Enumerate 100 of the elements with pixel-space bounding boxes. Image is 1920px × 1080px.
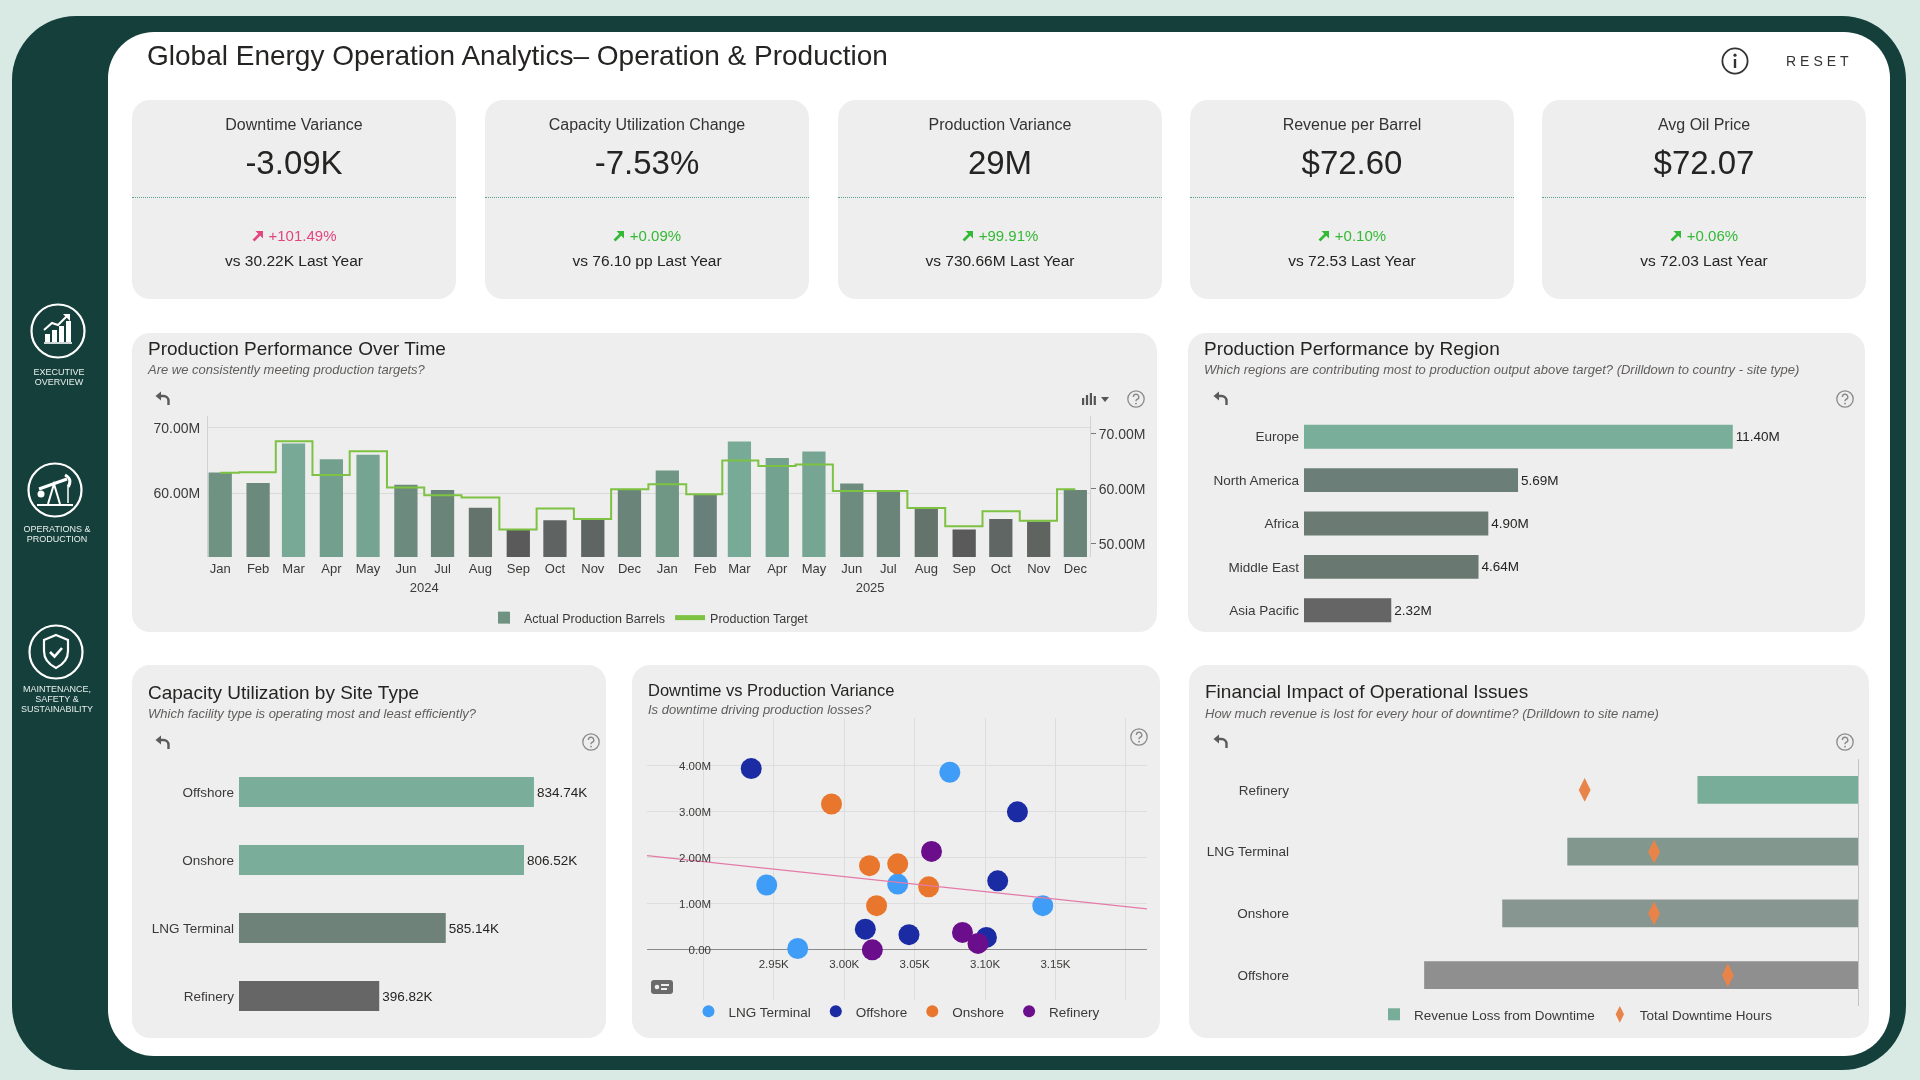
text: +99.91% bbox=[978, 227, 1039, 245]
y2-tick-label: 50.00M bbox=[1098, 535, 1146, 552]
data-label: 4.64M bbox=[1481, 559, 1520, 575]
point bbox=[1006, 801, 1028, 823]
y-tick-label: Middle East bbox=[1228, 559, 1300, 575]
data-label: 806.52K bbox=[526, 852, 578, 868]
x-tick-label: Sep bbox=[506, 561, 530, 576]
point bbox=[939, 761, 961, 783]
y-tick-label: Europe bbox=[1255, 429, 1299, 445]
bar bbox=[239, 981, 380, 1011]
text: Avg Oil Price bbox=[1656, 115, 1752, 135]
point bbox=[861, 939, 883, 961]
x-tick-label: May bbox=[355, 561, 381, 576]
y-tick-label: 3.00M bbox=[679, 805, 711, 818]
point bbox=[967, 932, 989, 954]
x-tick-label: Nov bbox=[581, 561, 605, 576]
x-tick-label: 3.10K bbox=[970, 958, 1001, 971]
chart-subtitle: Is downtime driving production losses? bbox=[648, 701, 872, 718]
legend-label: Revenue Loss from Downtime bbox=[1414, 1007, 1595, 1023]
y-tick-label: Onshore bbox=[1237, 906, 1289, 922]
point bbox=[918, 876, 940, 898]
point bbox=[887, 873, 909, 895]
chart-subtitle: How much revenue is lost for every hour of downtime? (Drilldown to site name) bbox=[1205, 705, 1659, 722]
point bbox=[740, 758, 762, 780]
text: vs 730.66M Last Year bbox=[924, 251, 1076, 270]
legend-label: Total Downtime Hours bbox=[1639, 1007, 1773, 1023]
legend-label: Actual Production Barrels bbox=[524, 611, 666, 626]
text: +0.10% bbox=[1334, 227, 1387, 245]
text: vs 30.22K Last Year bbox=[224, 251, 364, 270]
x2-tick-label: 2024 bbox=[409, 580, 439, 595]
x-tick-label: Aug bbox=[468, 561, 492, 576]
y-tick-label: Asia Pacific bbox=[1229, 603, 1300, 619]
data-label: 11.40M bbox=[1735, 429, 1780, 445]
x-tick-label: Feb bbox=[246, 561, 270, 576]
bar bbox=[239, 845, 524, 875]
x-tick-label: Jun bbox=[395, 561, 417, 576]
text: Global Energy Operation Analytics– Operation & Production bbox=[147, 39, 888, 73]
text: Downtime Variance bbox=[224, 115, 364, 135]
y-tick-label: 60.00M bbox=[153, 485, 201, 502]
bar bbox=[1304, 511, 1489, 536]
x-tick-label: Jun bbox=[841, 561, 863, 576]
text: 29M bbox=[966, 144, 1034, 182]
text: RESET bbox=[1786, 52, 1853, 70]
text: Production Variance bbox=[927, 115, 1073, 135]
x-tick-label: 3.00K bbox=[829, 958, 860, 971]
point bbox=[821, 793, 843, 815]
bar bbox=[1304, 598, 1392, 623]
text: +0.06% bbox=[1686, 227, 1739, 245]
point bbox=[887, 853, 909, 875]
bar bbox=[1304, 468, 1519, 493]
point bbox=[787, 937, 809, 959]
text: vs 72.53 Last Year bbox=[1287, 251, 1417, 270]
legend-label: Offshore bbox=[855, 1004, 908, 1020]
y-tick-label: Refinery bbox=[1238, 782, 1290, 798]
y-tick-label: 1.00M bbox=[679, 897, 711, 910]
chart-subtitle: Which facility type is operating most and least efficiently? bbox=[148, 705, 477, 722]
point bbox=[987, 870, 1009, 892]
chart-title: Production Performance by Region bbox=[1204, 337, 1500, 361]
chart-title: Capacity Utilization by Site Type bbox=[148, 681, 420, 705]
point bbox=[854, 918, 876, 940]
text: vs 76.10 pp Last Year bbox=[571, 251, 723, 270]
x-tick-label: Mar bbox=[728, 561, 752, 576]
x-tick-label: Feb bbox=[693, 561, 717, 576]
text: Revenue per Barrel bbox=[1281, 115, 1423, 135]
text: Capacity Utilization Change bbox=[547, 115, 747, 135]
x2-tick-label: 2025 bbox=[855, 580, 885, 595]
x-tick-label: 2.95K bbox=[758, 958, 790, 971]
bar bbox=[1304, 424, 1733, 449]
y-tick-label: 70.00M bbox=[153, 419, 201, 436]
x-tick-label: Dec bbox=[1063, 561, 1088, 576]
text: -3.09K bbox=[244, 144, 344, 182]
y2-tick-label: 70.00M bbox=[1098, 425, 1146, 442]
point bbox=[952, 921, 973, 943]
point bbox=[859, 855, 881, 877]
legend-label: Onshore bbox=[952, 1004, 1005, 1020]
x-tick-label: 3.05K bbox=[899, 958, 930, 971]
x-tick-label: Nov bbox=[1027, 561, 1051, 576]
x-tick-label: Apr bbox=[321, 561, 343, 576]
point bbox=[898, 924, 920, 946]
bar bbox=[239, 913, 446, 943]
x-tick-label: Jan bbox=[209, 561, 231, 576]
x-tick-label: 3.15K bbox=[1040, 958, 1071, 971]
data-label: 585.14K bbox=[448, 920, 500, 936]
data-label: 396.82K bbox=[382, 988, 433, 1004]
bar bbox=[1304, 554, 1479, 579]
legend-label: Production Target bbox=[710, 611, 809, 626]
y-tick-label: North America bbox=[1213, 472, 1300, 488]
chart-title: Downtime vs Production Variance bbox=[648, 680, 895, 701]
x-tick-label: Sep bbox=[952, 561, 976, 576]
chart-title: Financial Impact of Operational Issues bbox=[1205, 680, 1529, 704]
data-label: 4.90M bbox=[1491, 516, 1529, 532]
text: OPERATIONS & PRODUCTION bbox=[22, 524, 92, 544]
text: +0.09% bbox=[629, 227, 682, 245]
chart-subtitle: Which regions are contributing most to production output above target? (Drilldown to country - site type) bbox=[1204, 361, 1800, 378]
y-tick-label: LNG Terminal bbox=[151, 920, 234, 936]
data-label: 834.74K bbox=[536, 784, 588, 800]
data-label: 2.32M bbox=[1394, 602, 1432, 618]
point bbox=[756, 874, 778, 896]
legend-label: LNG Terminal bbox=[728, 1004, 811, 1020]
y-tick-label: 2.00M bbox=[679, 851, 711, 864]
